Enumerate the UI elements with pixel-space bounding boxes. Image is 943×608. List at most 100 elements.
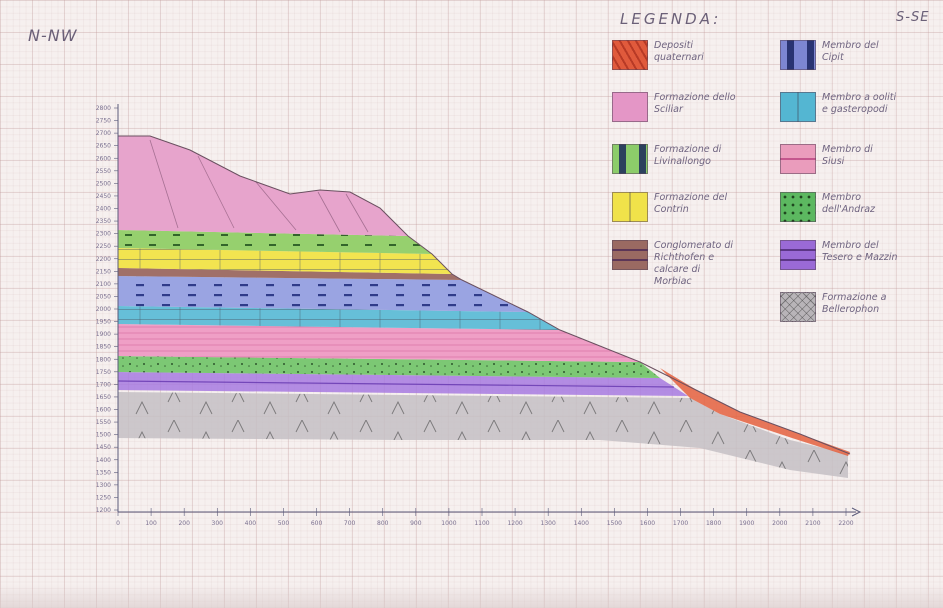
y-tick-label: 2600 xyxy=(96,155,111,162)
y-tick-label: 1550 xyxy=(96,419,111,426)
legend-item-membro-tesero: Membro del Tesero e Mazzin xyxy=(780,240,934,270)
x-tick-label: 1000 xyxy=(441,520,456,527)
y-tick-label: 2350 xyxy=(96,218,111,225)
bellerophon-label: Formazione a Bellerophon xyxy=(822,292,887,315)
x-tick-label: 1200 xyxy=(507,520,522,527)
x-tick-label: 1400 xyxy=(574,520,589,527)
y-tick-label: 2300 xyxy=(96,231,111,238)
legend-item-membro-ooliti: Membro a ooliti e gasteropodi xyxy=(780,92,934,122)
x-tick-label: 800 xyxy=(377,520,389,527)
richthofen-label: Conglomerato di Richthofen e calcare di … xyxy=(654,240,734,287)
y-tick-label: 2450 xyxy=(96,193,111,200)
tesero-stripe xyxy=(117,380,675,388)
y-tick-label: 1800 xyxy=(96,356,111,363)
x-tick-label: 1900 xyxy=(739,520,754,527)
y-tick-label: 2200 xyxy=(96,256,111,263)
paper-edge-shadow xyxy=(0,584,943,608)
topographic-profile xyxy=(118,135,851,455)
siusi-label: Membro di Siusi xyxy=(822,144,873,167)
x-tick-label: 1300 xyxy=(541,520,556,527)
y-tick-label: 1950 xyxy=(96,319,111,326)
legend: Depositi quaternari Membro del Cipit Forma… xyxy=(612,40,940,340)
legend-item-formazione-livinallongo: Formazione di Livinallongo xyxy=(612,144,766,174)
x-tick-label: 300 xyxy=(212,520,224,527)
bellerophon-swatch xyxy=(780,292,816,322)
cipit-label: Membro del Cipit xyxy=(822,40,879,63)
x-tick-label: 600 xyxy=(311,520,323,527)
andraz-label: Membro dell'Andraz xyxy=(822,192,876,215)
sciliar-fractures xyxy=(149,139,369,233)
x-tick-label: 100 xyxy=(145,520,157,527)
x-tick-label: 0 xyxy=(116,520,120,527)
layer-depositi-quaternari xyxy=(660,368,850,456)
x-tick-label: 400 xyxy=(245,520,257,527)
x-axis-arrow-icon xyxy=(851,507,862,517)
x-tick-label: 2100 xyxy=(805,520,820,527)
y-tick-label: 2150 xyxy=(96,268,111,275)
x-tick-label: 2200 xyxy=(838,520,853,527)
y-tick-label: 1200 xyxy=(96,507,111,514)
y-tick-label: 1450 xyxy=(96,444,111,451)
andraz-swatch xyxy=(780,192,816,222)
cipit-swatch xyxy=(780,40,816,70)
legend-item-membro-cipit: Membro del Cipit xyxy=(780,40,934,70)
x-tick-label: 700 xyxy=(344,520,356,527)
y-tick-label: 2650 xyxy=(96,143,111,150)
y-tick-label: 2100 xyxy=(96,281,111,288)
y-tick-label: 1300 xyxy=(96,482,111,489)
livinallongo-swatch xyxy=(612,144,648,174)
y-tick-label: 2500 xyxy=(96,180,111,187)
y-tick-label: 2750 xyxy=(96,118,111,125)
x-tick-label: 1800 xyxy=(706,520,721,527)
x-tick-label: 1600 xyxy=(640,520,655,527)
legend-item-membro-andraz: Membro dell'Andraz xyxy=(780,192,934,222)
sciliar-swatch xyxy=(612,92,648,122)
orientation-label-right: S-SE xyxy=(896,10,930,25)
tesero-swatch xyxy=(780,240,816,270)
y-tick-label: 2700 xyxy=(96,130,111,137)
y-tick-label: 2400 xyxy=(96,206,111,213)
legend-item-formazione-sciliar: Formazione dello Sciliar xyxy=(612,92,766,122)
contrin-swatch xyxy=(612,192,648,222)
y-tick-label: 2050 xyxy=(96,293,111,300)
y-tick-label: 2550 xyxy=(96,168,111,175)
layer-livinallongo-pattern xyxy=(118,230,432,254)
layer-andraz-pattern xyxy=(118,356,660,378)
y-tick-label: 2000 xyxy=(96,306,111,313)
layer-sciliar xyxy=(118,136,408,236)
y-axis-ticks: 2800 2750 2700 2650 2600 2550 2500 2450 2400 2350… xyxy=(96,105,118,514)
y-tick-label: 1250 xyxy=(96,494,111,501)
y-tick-label: 2250 xyxy=(96,243,111,250)
x-tick-label: 1100 xyxy=(474,520,489,527)
layer-contrin-pattern xyxy=(118,248,452,274)
x-tick-label: 1700 xyxy=(673,520,688,527)
y-tick-label: 2800 xyxy=(96,105,111,112)
livinallongo-label: Formazione di Livinallongo xyxy=(654,144,722,167)
y-tick-label: 1350 xyxy=(96,469,111,476)
y-tick-label: 1600 xyxy=(96,407,111,414)
siusi-swatch xyxy=(780,144,816,174)
x-tick-label: 900 xyxy=(410,520,422,527)
legend-item-formazione-bellerophon: Formazione a Bellerophon xyxy=(780,292,934,322)
y-tick-label: 1900 xyxy=(96,331,111,338)
layer-ooliti-pattern xyxy=(118,306,560,330)
detrito-swatch xyxy=(612,40,648,70)
richthofen-swatch xyxy=(612,240,648,270)
tesero-label: Membro del Tesero e Mazzin xyxy=(822,240,898,263)
legend-item-formazione-contrin: Formazione del Contrin xyxy=(612,192,766,222)
layer-bellerophon-pattern xyxy=(118,392,848,478)
legend-item-depositi-quaternari: Depositi quaternari xyxy=(612,40,766,70)
y-tick-label: 1850 xyxy=(96,344,111,351)
detrito-label: Depositi quaternari xyxy=(654,40,704,63)
ooliti-swatch xyxy=(780,92,816,122)
x-tick-label: 200 xyxy=(178,520,190,527)
layer-richthofen xyxy=(118,268,462,280)
x-tick-label: 1500 xyxy=(607,520,622,527)
y-tick-label: 1500 xyxy=(96,432,111,439)
y-tick-label: 1400 xyxy=(96,457,111,464)
legend-title: LEGENDA: xyxy=(620,10,722,28)
ooliti-label: Membro a ooliti e gasteropodi xyxy=(822,92,897,115)
legend-item-conglomerato-richthofen: Conglomerato di Richthofen e calcare di … xyxy=(612,240,766,288)
y-tick-label: 1650 xyxy=(96,394,111,401)
